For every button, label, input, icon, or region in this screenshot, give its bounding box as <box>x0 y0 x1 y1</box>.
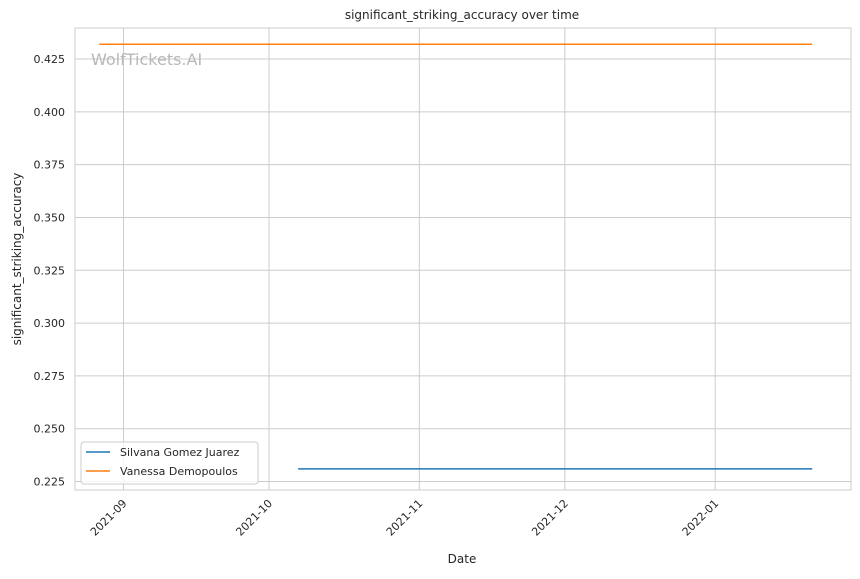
x-tick-label: 2021-11 <box>384 497 426 539</box>
y-tick-label: 0.225 <box>34 476 66 489</box>
x-tick-label: 2021-09 <box>88 497 130 539</box>
y-tick-label: 0.325 <box>34 264 66 277</box>
y-tick-label: 0.275 <box>34 370 66 383</box>
y-tick-label: 0.400 <box>34 106 66 119</box>
legend-label-vanessa: Vanessa Demopoulos <box>120 465 238 478</box>
x-tick-label: 2022-01 <box>680 497 722 539</box>
y-tick-label: 0.250 <box>34 423 66 436</box>
y-tick-label: 0.375 <box>34 159 66 172</box>
legend-label-silvana: Silvana Gomez Juarez <box>120 446 240 459</box>
y-tick-label: 0.350 <box>34 211 66 224</box>
y-axis-label: significant_striking_accuracy <box>10 173 24 346</box>
x-tick-label: 2021-10 <box>233 497 275 539</box>
y-tick-label: 0.300 <box>34 317 66 330</box>
chart-title: significant_striking_accuracy over time <box>345 8 579 22</box>
x-axis-label: Date <box>448 552 477 566</box>
plot-frame <box>74 27 852 491</box>
x-tick-label: 2021-12 <box>529 497 571 539</box>
legend: Silvana Gomez Juarez Vanessa Demopoulos <box>80 441 259 485</box>
y-tick-label: 0.425 <box>34 53 66 66</box>
watermark: WolfTickets.AI <box>91 50 202 69</box>
